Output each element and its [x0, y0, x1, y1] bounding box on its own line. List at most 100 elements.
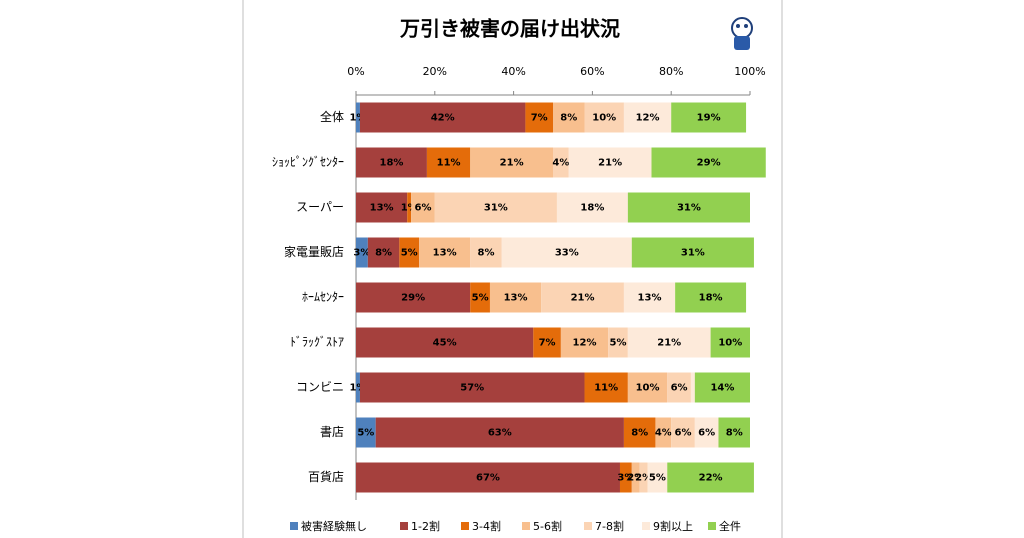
value-label: 13% [370, 203, 394, 214]
x-tick-label: 100% [734, 65, 765, 78]
bar-segment [627, 372, 668, 403]
value-label: 18% [379, 158, 403, 169]
value-label: 6% [675, 428, 692, 439]
value-label: 8% [560, 113, 577, 124]
bar-segment [623, 282, 676, 313]
value-label: 18% [580, 203, 604, 214]
legend-label: 7-8割 [595, 519, 624, 533]
bar-segment [623, 102, 672, 133]
legend-swatch [642, 522, 650, 530]
legend-swatch [584, 522, 592, 530]
category-label: スーパー [296, 200, 344, 214]
category-label: ｼｮｯﾋﾟﾝｸﾞｾﾝﾀｰ [272, 155, 344, 169]
category-label: 家電量販店 [284, 244, 344, 259]
legend-label: 被害経験無し [301, 519, 367, 533]
value-label: 4% [655, 428, 672, 439]
category-label: 百貨店 [308, 469, 344, 484]
category-label: 全体 [320, 109, 344, 124]
value-label: 1% [401, 203, 418, 214]
value-label: 5% [649, 473, 666, 484]
value-label: 21% [598, 158, 622, 169]
value-label: 10% [592, 113, 616, 124]
legend-label: 全件 [719, 519, 741, 533]
bar-segment [608, 327, 628, 358]
bar-segment [667, 462, 754, 493]
bar-segment [651, 147, 766, 178]
value-label: 6% [698, 428, 715, 439]
legend-label: 1-2割 [411, 519, 440, 533]
legend-swatch [400, 522, 408, 530]
value-label: 11% [594, 383, 618, 394]
bar-segment [359, 372, 585, 403]
bar-segment [419, 237, 471, 268]
value-label: 1% [349, 383, 366, 394]
value-label: 21% [571, 293, 595, 304]
bar-segment [710, 327, 750, 358]
bar-segment [675, 282, 747, 313]
value-label: 4% [552, 158, 569, 169]
value-label: 7% [539, 338, 556, 349]
value-label: 11% [437, 158, 461, 169]
value-label: 6% [671, 383, 688, 394]
value-label: 21% [657, 338, 681, 349]
value-label: 12% [573, 338, 597, 349]
value-label: 57% [460, 383, 484, 394]
bar-segment [694, 372, 750, 403]
value-label: 1% [349, 113, 366, 124]
bar-segment [533, 327, 561, 358]
bar-segment [356, 102, 360, 133]
bar-segment [489, 282, 542, 313]
value-label: 8% [726, 428, 743, 439]
bar-segment [356, 462, 620, 493]
x-tick-label: 0% [347, 65, 364, 78]
bar-segment [399, 237, 420, 268]
category-label: 書店 [320, 425, 344, 439]
value-label: 18% [699, 293, 723, 304]
bar-segment [470, 282, 490, 313]
bar-segment [541, 282, 624, 313]
bar-segment [671, 102, 747, 133]
category-label: ﾎｰﾑｾﾝﾀｰ [302, 290, 344, 304]
bar-segment [407, 192, 412, 223]
bar-segment [434, 192, 557, 223]
value-label: 12% [636, 113, 660, 124]
bar-segment [619, 462, 632, 493]
bar-segment [627, 327, 711, 358]
value-label: 67% [476, 473, 500, 484]
bar-segment [671, 417, 695, 448]
value-label: 29% [401, 293, 425, 304]
value-label: 8% [631, 428, 648, 439]
value-label: 2% [635, 473, 652, 484]
value-label: 7% [531, 113, 548, 124]
x-tick-label: 60% [580, 65, 604, 78]
bar-segment [470, 147, 553, 178]
value-label: 31% [681, 248, 705, 259]
value-label: 5% [472, 293, 489, 304]
value-label: 13% [504, 293, 528, 304]
bar-segment [694, 417, 719, 448]
value-label: 63% [488, 428, 512, 439]
bar-segment [426, 147, 471, 178]
category-label: コンビニ [296, 380, 344, 394]
bar-segment [367, 237, 400, 268]
bar-segment [356, 237, 368, 268]
value-label: 13% [433, 248, 457, 259]
mascot [731, 17, 753, 50]
value-label: 22% [699, 473, 723, 484]
legend-label: 5-6割 [533, 519, 562, 533]
x-tick-label: 40% [501, 65, 525, 78]
legend-swatch [522, 522, 530, 530]
bar-segment [470, 237, 502, 268]
bar-segment [556, 192, 628, 223]
value-label: 8% [375, 248, 392, 259]
bar-segment [631, 462, 640, 493]
bar-segment [584, 372, 628, 403]
value-label: 31% [677, 203, 701, 214]
bar-segment [560, 327, 609, 358]
value-label: 33% [555, 248, 579, 259]
legend-swatch [461, 522, 469, 530]
bar-segment [553, 147, 569, 178]
bar-segment [356, 282, 471, 313]
x-tick-label: 20% [423, 65, 447, 78]
